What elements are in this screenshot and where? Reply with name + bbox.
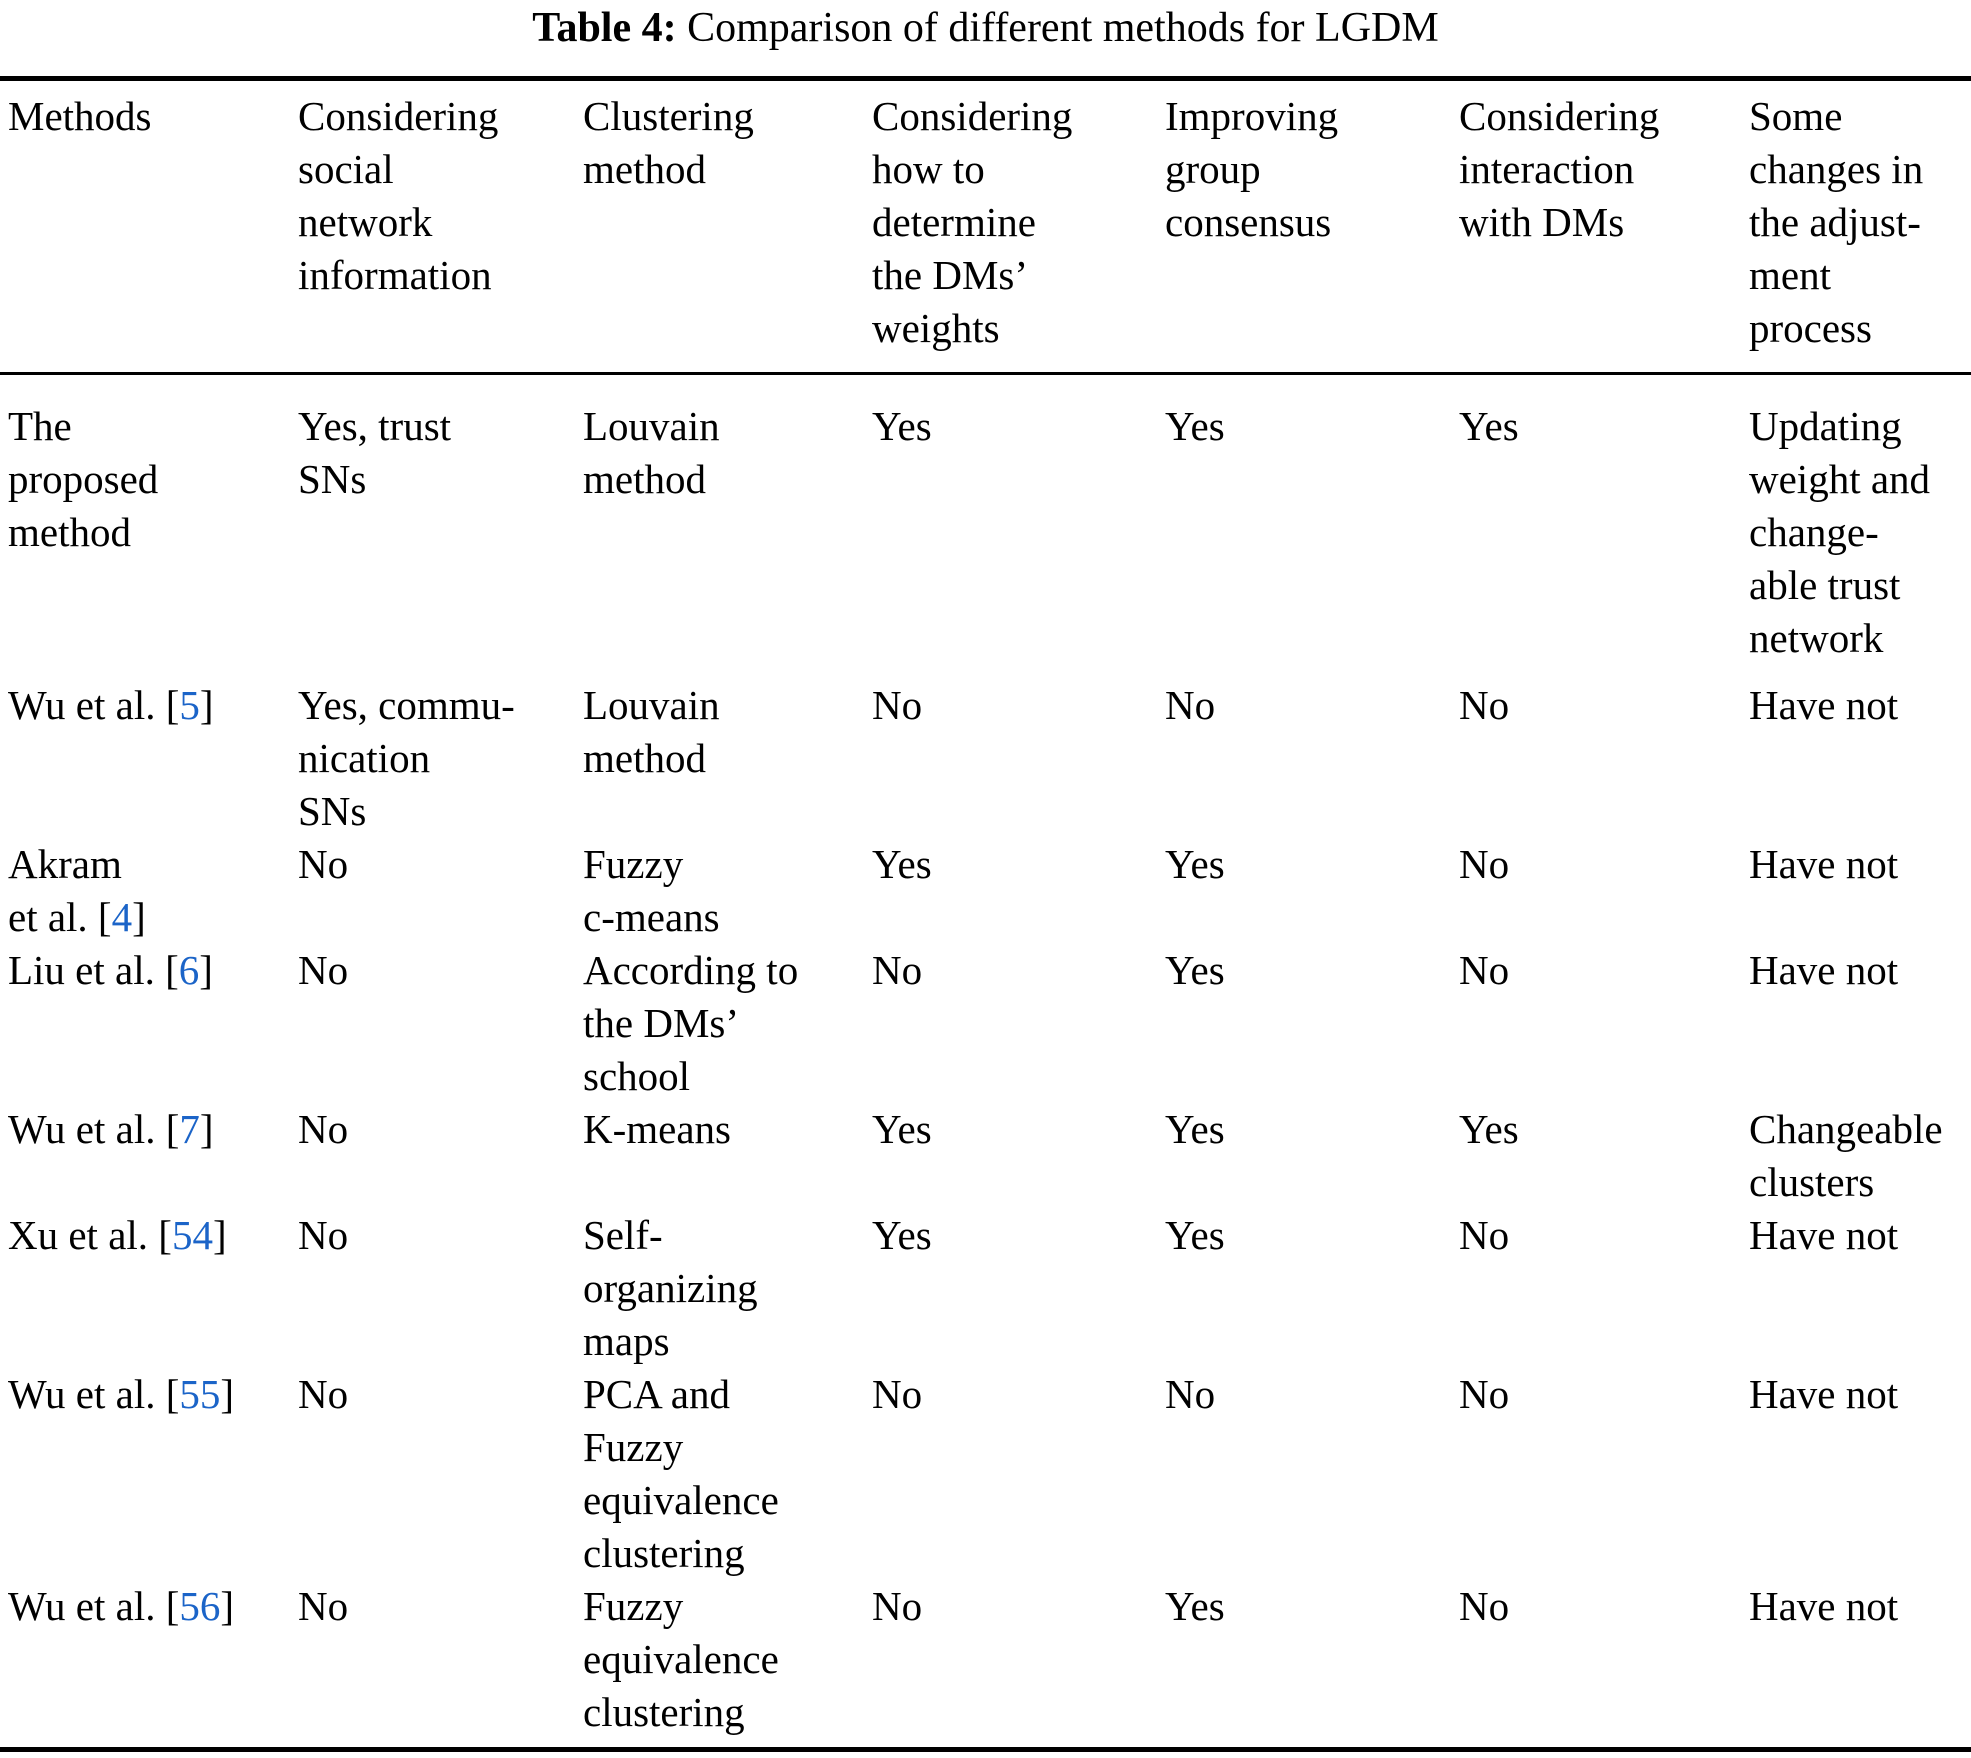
column-header-dm-weights: Considering how to determine the DMs’ we… <box>864 78 1157 375</box>
cell-group-consensus: Yes <box>1165 1106 1225 1152</box>
comparison-table: Methods Considering social network infor… <box>0 76 1971 1752</box>
cell-social-network: No <box>298 947 349 993</box>
cell-dm-weights: No <box>872 1371 923 1417</box>
cell-social-network: No <box>298 841 349 887</box>
citation-link[interactable]: 54 <box>171 1212 213 1258</box>
cell-interaction: No <box>1459 1583 1510 1629</box>
cell-group-consensus: Yes <box>1165 947 1225 993</box>
citation-link[interactable]: 6 <box>178 947 200 993</box>
column-header-social-network: Considering social network information <box>290 78 575 375</box>
cell-group-consensus: Yes <box>1165 1583 1225 1629</box>
method-name-suffix: ] <box>220 1583 235 1629</box>
table-caption-text: Comparison of different methods for LGDM <box>687 5 1439 51</box>
cell-dm-weights: No <box>872 1583 923 1629</box>
cell-group-consensus: Yes <box>1165 841 1225 887</box>
cell-social-network: No <box>298 1583 349 1629</box>
cell-adjustment: Have not <box>1749 1371 1899 1417</box>
cell-group-consensus: No <box>1165 682 1216 728</box>
method-cell: Wu et al. [7] <box>0 1103 290 1209</box>
method-cell: Wu et al. [5] <box>0 679 290 838</box>
cell-social-network: Yes, trust SNs <box>298 403 452 502</box>
citation-link[interactable]: 7 <box>179 1106 200 1152</box>
method-name-suffix: ] <box>220 1371 235 1417</box>
cell-group-consensus: Yes <box>1165 1212 1225 1258</box>
cell-adjustment: Updating weight and change- able trust n… <box>1749 403 1931 661</box>
cell-interaction: Yes <box>1459 1106 1519 1152</box>
cell-social-network: No <box>298 1106 349 1152</box>
cell-clustering-method: Fuzzy c-means <box>583 841 720 940</box>
method-name: The proposed method <box>8 403 159 555</box>
table-row: Liu et al. [6] No According to the DMs’ … <box>0 944 1971 1103</box>
cell-clustering-method: Self- organizing maps <box>583 1212 758 1364</box>
method-cell: Wu et al. [55] <box>0 1368 290 1580</box>
column-header-methods: Methods <box>0 78 290 375</box>
table-row: The proposed method Yes, trust SNs Louva… <box>0 374 1971 680</box>
table-row: Xu et al. [54] No Self- organizing maps … <box>0 1209 1971 1368</box>
cell-adjustment: Have not <box>1749 682 1899 728</box>
cell-interaction: No <box>1459 947 1510 993</box>
cell-interaction: No <box>1459 841 1510 887</box>
cell-group-consensus: Yes <box>1165 403 1225 449</box>
cell-interaction: No <box>1459 682 1510 728</box>
cell-clustering-method: Louvain method <box>583 682 720 781</box>
cell-dm-weights: No <box>872 682 923 728</box>
citation-link[interactable]: 4 <box>111 894 133 940</box>
method-name: Wu et al. [ <box>8 1106 180 1152</box>
method-cell: Akram et al. [4] <box>0 838 290 944</box>
cell-dm-weights: Yes <box>872 841 932 887</box>
cell-adjustment: Changeable clusters <box>1749 1106 1943 1205</box>
table-row: Wu et al. [5] Yes, commu- nication SNs L… <box>0 679 1971 838</box>
method-name: Wu et al. [ <box>8 682 180 728</box>
method-name: Wu et al. [ <box>8 1583 180 1629</box>
method-name: Xu et al. [ <box>8 1212 172 1258</box>
column-header-adjustment: Some changes in the adjust- ment process <box>1741 78 1971 375</box>
cell-social-network: Yes, commu- nication SNs <box>298 682 515 834</box>
method-cell: Xu et al. [54] <box>0 1209 290 1368</box>
method-name: Wu et al. [ <box>8 1371 180 1417</box>
method-name: Liu et al. [ <box>8 947 179 993</box>
cell-interaction: No <box>1459 1371 1510 1417</box>
table-row: Akram et al. [4] No Fuzzy c-means Yes Ye… <box>0 838 1971 944</box>
method-cell: The proposed method <box>0 374 290 680</box>
method-name-suffix: ] <box>199 682 214 728</box>
column-header-group-consensus: Improving group consensus <box>1157 78 1451 375</box>
cell-adjustment: Have not <box>1749 841 1899 887</box>
citation-link[interactable]: 56 <box>179 1583 221 1629</box>
cell-adjustment: Have not <box>1749 947 1899 993</box>
citation-link[interactable]: 5 <box>179 682 200 728</box>
table-row: Wu et al. [56] No Fuzzy equivalence clus… <box>0 1580 1971 1750</box>
citation-link[interactable]: 55 <box>179 1371 221 1417</box>
method-name-suffix: ] <box>212 1212 227 1258</box>
method-name: Akram et al. [ <box>8 841 122 940</box>
method-name-suffix: ] <box>199 947 213 993</box>
table-row: Wu et al. [7] No K-means Yes Yes Yes Cha… <box>0 1103 1971 1209</box>
cell-dm-weights: Yes <box>872 1212 932 1258</box>
cell-clustering-method: According to the DMs’ school <box>583 947 799 1099</box>
table-row: Wu et al. [55] No PCA and Fuzzy equivale… <box>0 1368 1971 1580</box>
cell-clustering-method: Fuzzy equivalence clustering <box>583 1583 779 1735</box>
cell-interaction: Yes <box>1459 403 1519 449</box>
cell-social-network: No <box>298 1212 349 1258</box>
header-row: Methods Considering social network infor… <box>0 78 1971 375</box>
cell-dm-weights: Yes <box>872 1106 932 1152</box>
cell-interaction: No <box>1459 1212 1510 1258</box>
method-cell: Wu et al. [56] <box>0 1580 290 1750</box>
table-caption: Table 4: Comparison of different methods… <box>0 0 1971 55</box>
cell-social-network: No <box>298 1371 349 1417</box>
cell-clustering-method: Louvain method <box>583 403 720 502</box>
table-caption-label: Table 4: <box>532 5 677 51</box>
cell-dm-weights: No <box>872 947 923 993</box>
cell-group-consensus: No <box>1165 1371 1216 1417</box>
method-cell: Liu et al. [6] <box>0 944 290 1103</box>
cell-clustering-method: PCA and Fuzzy equivalence clustering <box>583 1371 779 1576</box>
cell-dm-weights: Yes <box>872 403 932 449</box>
cell-clustering-method: K-means <box>583 1106 732 1152</box>
method-name-suffix: ] <box>199 1106 214 1152</box>
column-header-clustering-method: Clustering method <box>575 78 864 375</box>
cell-adjustment: Have not <box>1749 1583 1899 1629</box>
cell-adjustment: Have not <box>1749 1212 1899 1258</box>
column-header-interaction: Considering interaction with DMs <box>1451 78 1741 375</box>
method-name-suffix: ] <box>132 894 146 940</box>
